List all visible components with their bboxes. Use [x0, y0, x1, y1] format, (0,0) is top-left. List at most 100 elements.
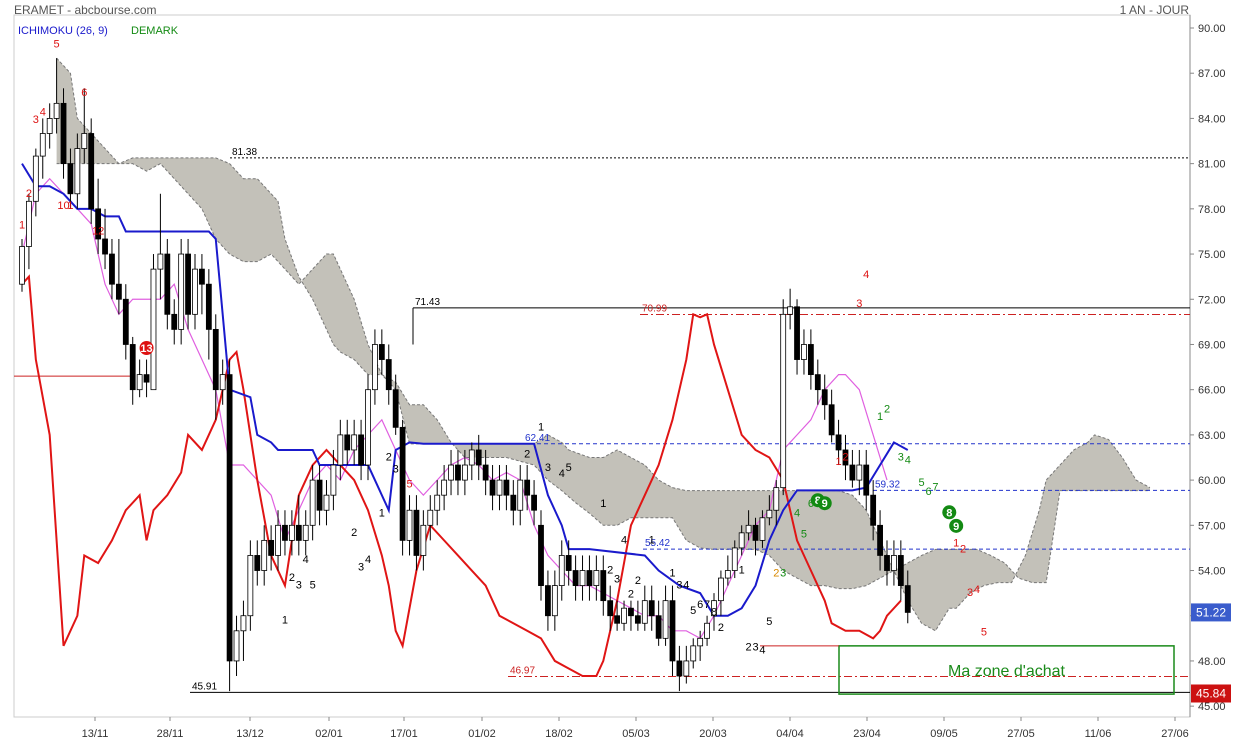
candle-body [648, 600, 655, 617]
candle [344, 419, 351, 466]
candle [586, 555, 593, 601]
candle [538, 510, 544, 601]
candle [807, 329, 814, 390]
candle-body [614, 615, 621, 624]
candle [427, 495, 434, 541]
demark-count: 1 [538, 421, 544, 433]
candle-body [877, 524, 883, 556]
candle-body [115, 283, 122, 300]
candle-body [261, 539, 268, 571]
demark-count: 4 [683, 580, 689, 592]
candle-body [219, 374, 226, 391]
chikou-line [21, 177, 888, 640]
candle [323, 480, 330, 526]
candle [690, 638, 697, 669]
candle [171, 299, 178, 345]
demark-count: 6 [697, 599, 703, 611]
candle [192, 254, 198, 330]
buy-zone-label: Ma zone d'achat [948, 663, 1065, 680]
candle [904, 570, 911, 624]
demark-count: 3 [545, 462, 551, 474]
candle [662, 585, 669, 646]
x-tick-label: 27/06 [1161, 728, 1189, 740]
candle [482, 449, 489, 496]
candle-body [171, 313, 178, 330]
candle-body [593, 570, 600, 586]
y-tick-label: 69.00 [1198, 339, 1226, 351]
candle-body [406, 509, 413, 541]
candle [378, 329, 385, 375]
candle-body [247, 555, 254, 617]
demark-count: 2 [524, 448, 530, 460]
candle [531, 480, 537, 526]
x-tick-label: 23/04 [853, 728, 881, 740]
level-label: 55.42 [645, 538, 670, 549]
demark-count: 2 [718, 622, 724, 634]
plot-frame [13, 14, 1191, 718]
demark-count: 4 [794, 507, 800, 519]
candle [268, 525, 275, 571]
candle-body [316, 479, 323, 511]
demark-count: 5 [801, 528, 807, 540]
candle [157, 193, 164, 300]
candle-body [330, 464, 337, 496]
demark-count: 3 [752, 641, 758, 653]
x-tick-label: 18/02 [545, 728, 573, 740]
y-tick-label: 63.00 [1198, 430, 1226, 442]
candle [212, 314, 219, 420]
demark-count: 1 [379, 507, 385, 519]
y-tick-label: 45.00 [1198, 701, 1226, 713]
demark-count: 3 [780, 568, 786, 580]
candle-body [697, 637, 704, 647]
candle-body [88, 133, 95, 210]
candle [752, 517, 759, 556]
candle-body [150, 268, 157, 391]
demark-count: 5 [690, 605, 696, 617]
candle [870, 480, 877, 541]
candle [247, 540, 254, 631]
ichimoku-legend: ICHIMOKU (26, 9) [18, 25, 108, 37]
demark-badge [949, 518, 964, 533]
candle-body [372, 344, 378, 391]
candle-body [724, 570, 731, 579]
candle [261, 525, 268, 586]
candle [385, 344, 392, 405]
candle-body [19, 246, 25, 285]
level-label: 62.41 [525, 433, 550, 444]
candle-body [884, 555, 890, 571]
candle [226, 359, 233, 692]
candle [365, 374, 371, 481]
cloud-span-b [56, 157, 1150, 590]
demark-count: 4 [621, 534, 627, 546]
candle [503, 465, 510, 511]
candle-body [711, 600, 717, 617]
demark-count: 3 [358, 562, 364, 574]
price-badge-label: 51.22 [1196, 605, 1226, 619]
candle [634, 600, 641, 631]
candle-body [683, 660, 690, 677]
candle-body [835, 434, 842, 451]
x-tick-label: 05/03 [622, 728, 650, 740]
candle [302, 510, 309, 556]
candle [683, 645, 690, 684]
candle-body [26, 200, 32, 247]
candle-body [39, 133, 46, 157]
candle-body [904, 585, 911, 613]
candle [545, 570, 551, 631]
x-tick-label: 11/06 [1085, 728, 1112, 740]
candle-body [551, 585, 558, 617]
candle [53, 58, 60, 134]
axes: 90.00 87.00 84.00 81.00 78.00 75.00 72.00 69.00… [82, 23, 1231, 740]
candle-body [295, 524, 302, 541]
candle [641, 585, 648, 631]
candle-body [517, 479, 524, 511]
candle-body [814, 374, 821, 391]
candle [219, 359, 226, 405]
demark-count: 5 [566, 462, 572, 474]
candle [309, 465, 316, 541]
demark-badge [942, 505, 957, 520]
candle [88, 118, 95, 224]
candle-body [524, 479, 531, 496]
candle-body [773, 487, 780, 511]
y-tick-label: 57.00 [1198, 520, 1226, 532]
